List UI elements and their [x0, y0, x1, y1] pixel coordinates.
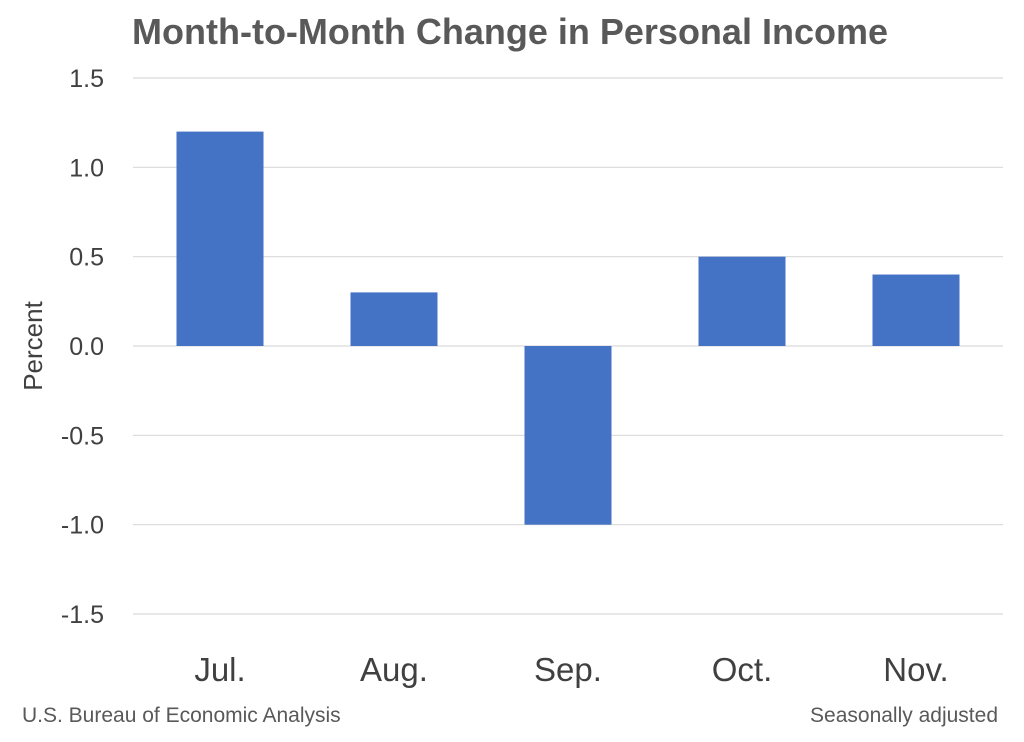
- x-tick-label: Nov.: [883, 651, 948, 688]
- bar-aug: [350, 292, 438, 346]
- y-tick-label: -1.5: [61, 601, 104, 629]
- x-tick-label: Jul.: [194, 651, 245, 688]
- x-tick-label: Sep.: [534, 651, 602, 688]
- x-tick-label: Oct.: [712, 651, 773, 688]
- x-tick-label: Aug.: [360, 651, 428, 688]
- x-axis-labels: Jul. Aug. Sep. Oct. Nov.: [194, 651, 948, 688]
- y-axis-title: Percent: [18, 300, 48, 390]
- source-note: U.S. Bureau of Economic Analysis: [22, 704, 341, 727]
- chart-title: Month-to-Month Change in Personal Income: [132, 11, 888, 52]
- y-tick-label: 1.5: [69, 65, 104, 93]
- seasonal-note: Seasonally adjusted: [810, 704, 998, 727]
- y-tick-label: 1.0: [69, 154, 104, 182]
- y-tick-label: 0.0: [69, 333, 104, 361]
- y-tick-label: -0.5: [61, 422, 104, 450]
- y-tick-label: -1.0: [61, 512, 104, 540]
- bar-oct: [698, 256, 786, 346]
- y-tick-label: 0.5: [69, 244, 104, 272]
- bars: [176, 131, 960, 525]
- bar-nov: [872, 274, 960, 346]
- bar-sep: [524, 346, 612, 525]
- y-axis-ticks: 1.5 1.0 0.5 0.0 -0.5 -1.0 -1.5: [61, 65, 104, 629]
- bar-jul: [176, 131, 264, 346]
